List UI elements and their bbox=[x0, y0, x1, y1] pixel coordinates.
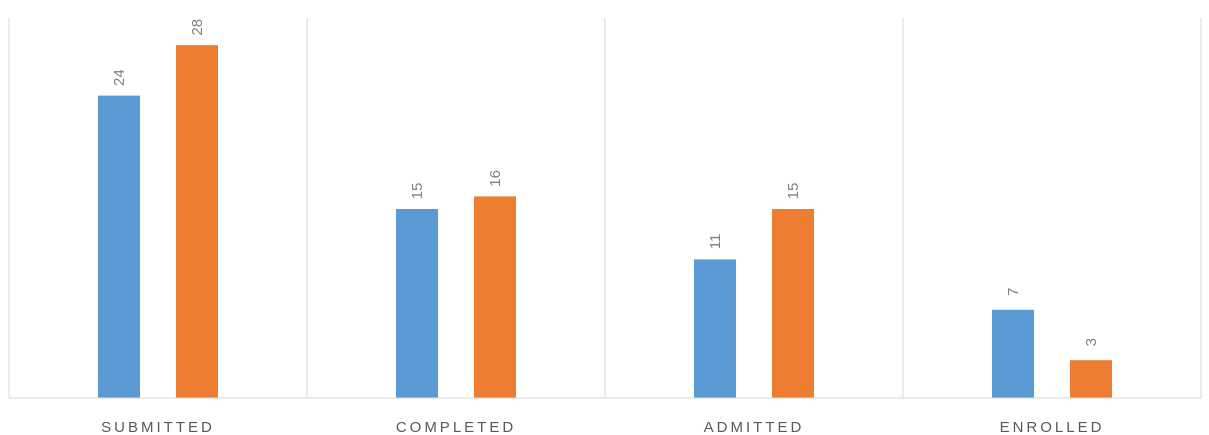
bar-admitted-1 bbox=[694, 259, 736, 398]
data-label: 28 bbox=[189, 19, 206, 36]
data-label: 15 bbox=[409, 183, 426, 200]
category-label-enrolled: ENROLLED bbox=[1000, 419, 1105, 435]
bars-layer bbox=[98, 45, 1112, 398]
bar-enrolled-1 bbox=[992, 309, 1034, 398]
data-label: 24 bbox=[111, 69, 128, 86]
bar-enrolled-2 bbox=[1070, 360, 1112, 398]
bar-completed-1 bbox=[396, 209, 438, 398]
data-label: 11 bbox=[707, 234, 724, 250]
category-labels: SUBMITTED COMPLETED ADMITTED ENROLLED bbox=[101, 419, 1105, 435]
bar-admitted-2 bbox=[772, 209, 814, 398]
data-labels-layer: 24 28 15 16 11 15 7 3 bbox=[111, 19, 1100, 347]
data-label: 15 bbox=[785, 183, 802, 200]
bar-completed-2 bbox=[474, 196, 516, 398]
bar-submitted-1 bbox=[98, 95, 140, 398]
data-label: 16 bbox=[487, 170, 504, 187]
bar-submitted-2 bbox=[176, 45, 218, 398]
data-label: 7 bbox=[1005, 288, 1022, 296]
category-label-completed: COMPLETED bbox=[396, 419, 516, 435]
category-label-admitted: ADMITTED bbox=[704, 419, 805, 435]
data-label: 3 bbox=[1083, 338, 1100, 346]
category-separators bbox=[8, 18, 1202, 398]
category-label-submitted: SUBMITTED bbox=[101, 419, 215, 435]
